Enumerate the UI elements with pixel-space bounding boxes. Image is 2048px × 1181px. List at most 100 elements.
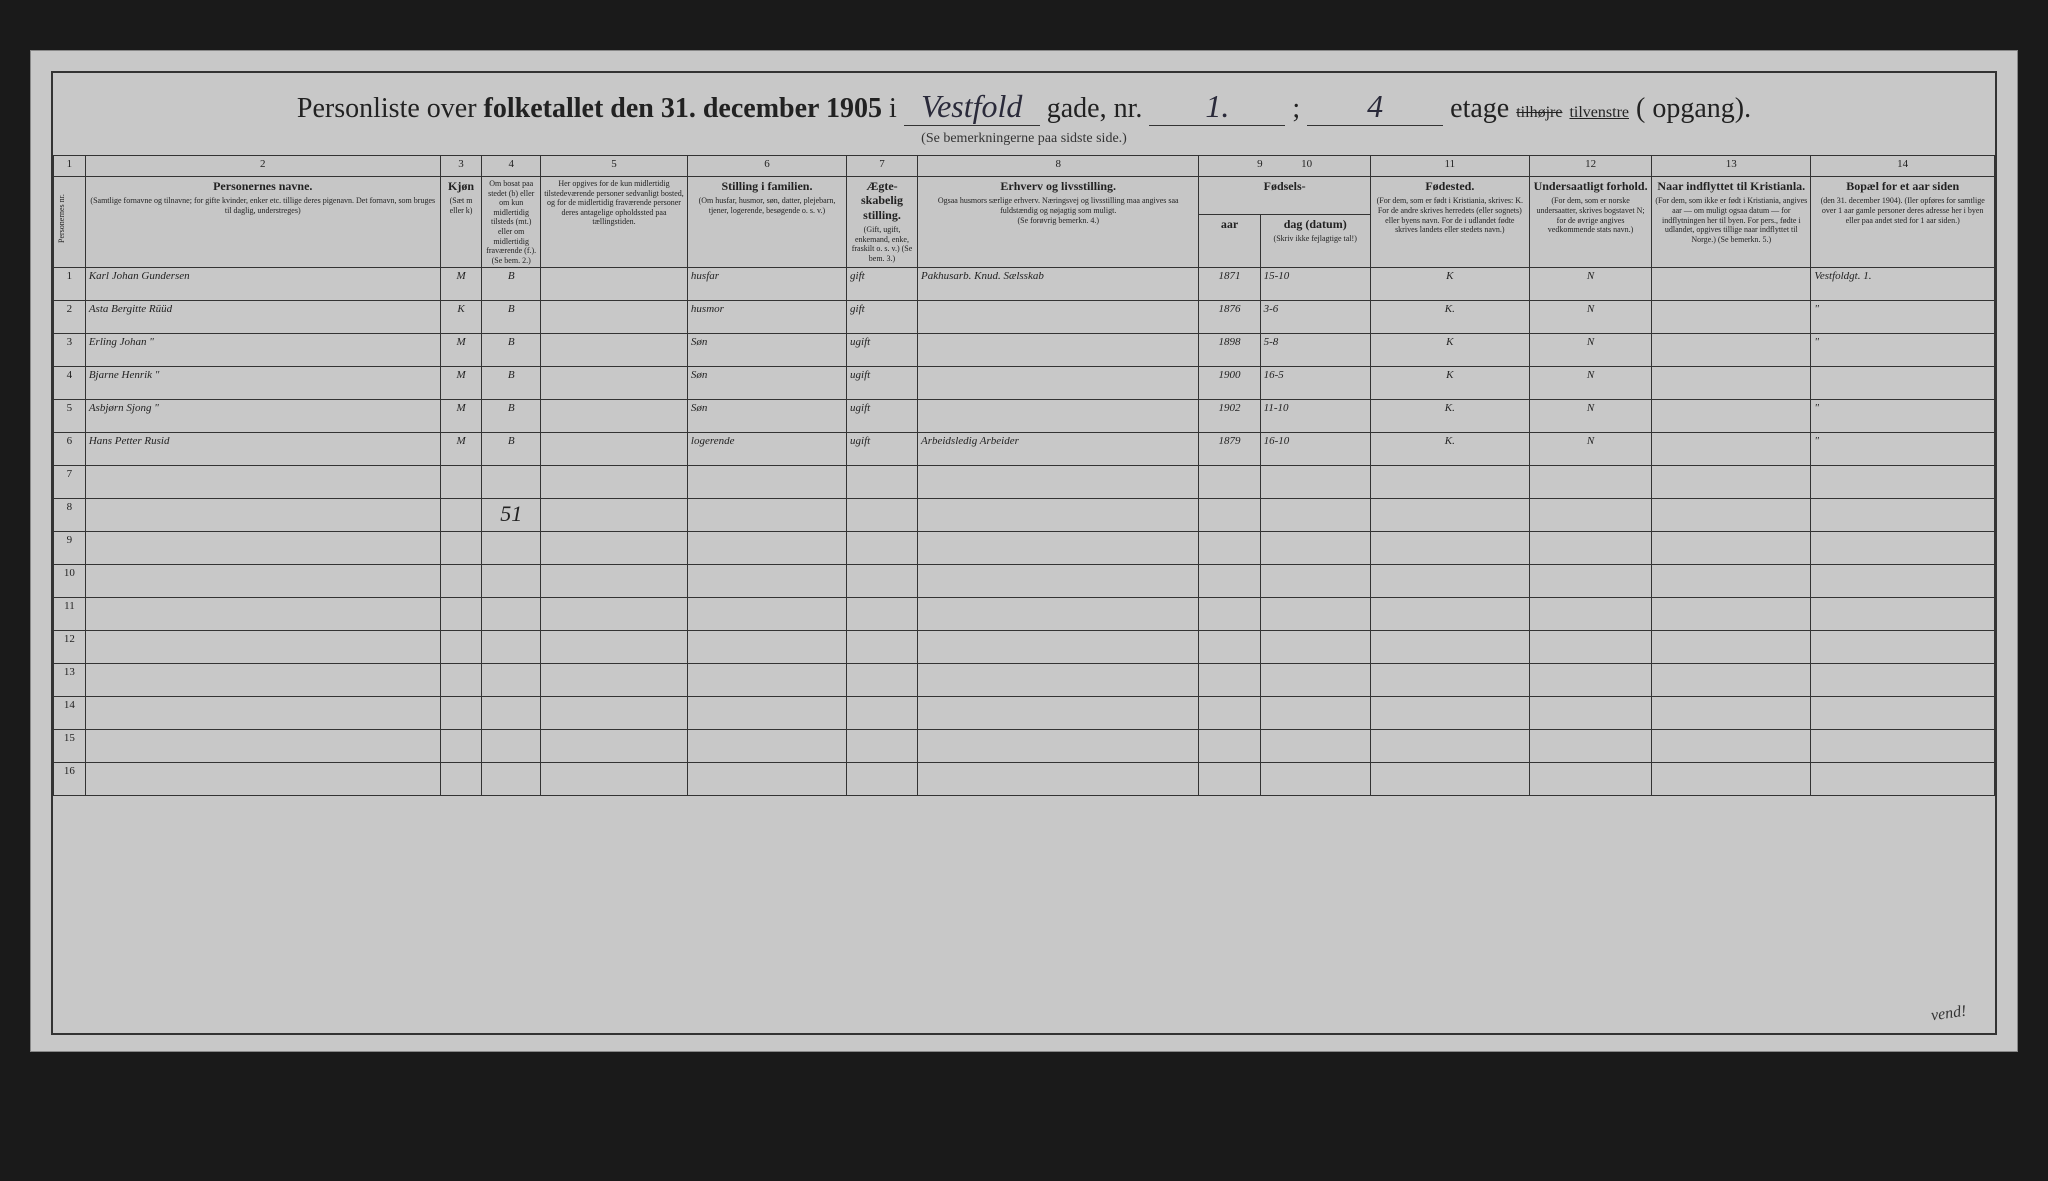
cell [1260, 532, 1370, 565]
cell-note [482, 598, 541, 631]
cell [1811, 532, 1995, 565]
cell [687, 598, 846, 631]
cell [85, 499, 440, 532]
cell-note [482, 763, 541, 796]
cell-sex: M [440, 400, 482, 433]
struck-side: tilhøjre [1516, 104, 1562, 121]
row-number: 6 [54, 433, 86, 466]
colnum: 3 [440, 156, 482, 177]
cell-addr: " [1811, 433, 1995, 466]
title-bold: folketallet den 31. december 1905 [484, 93, 882, 124]
table-row: 6Hans Petter RusidMBlogerendeugiftArbeid… [54, 433, 1995, 466]
cell-sex: M [440, 268, 482, 301]
colnum: 14 [1811, 156, 1995, 177]
row-number: 3 [54, 334, 86, 367]
cell-occ: Arbeidsledig Arbeider [917, 433, 1198, 466]
cell [687, 664, 846, 697]
row-number: 2 [54, 301, 86, 334]
cell-sex: M [440, 367, 482, 400]
cell-year: 1902 [1199, 400, 1260, 433]
cell-sex: K [440, 301, 482, 334]
cell-birthplace: K [1370, 367, 1529, 400]
cell [1811, 664, 1995, 697]
cell [1652, 466, 1811, 499]
cell-day: 16-5 [1260, 367, 1370, 400]
cell [85, 565, 440, 598]
colnum: 5 [541, 156, 688, 177]
table-row-blank: 13 [54, 664, 1995, 697]
cell [687, 499, 846, 532]
cell-note [482, 697, 541, 730]
cell-fam: Søn [687, 334, 846, 367]
table-row-blank: 7 [54, 466, 1995, 499]
cell [1199, 598, 1260, 631]
table-row-blank: 10 [54, 565, 1995, 598]
cell-away [541, 301, 688, 334]
cell-note [482, 466, 541, 499]
cell [1260, 466, 1370, 499]
cell-year: 1871 [1199, 268, 1260, 301]
cell [917, 565, 1198, 598]
cell-birthplace: K [1370, 334, 1529, 367]
cell [1370, 499, 1529, 532]
cell [440, 499, 482, 532]
row-number: 5 [54, 400, 86, 433]
cell [1260, 598, 1370, 631]
cell-away [541, 433, 688, 466]
cell [1811, 697, 1995, 730]
cell [541, 763, 688, 796]
cell [1199, 730, 1260, 763]
cell [1199, 697, 1260, 730]
cell [1652, 697, 1811, 730]
colnum: 6 [687, 156, 846, 177]
cell-birthplace: K. [1370, 301, 1529, 334]
col-h12: Undersaatligt forhold.(For dem, som er n… [1529, 177, 1651, 268]
document-page: Personliste over folketallet den 31. dec… [30, 50, 2018, 1052]
cell-name: Bjarne Henrik " [85, 367, 440, 400]
cell [1199, 499, 1260, 532]
etage-nr: 4 [1307, 88, 1443, 126]
row-number: 16 [54, 763, 86, 796]
cell-nat: N [1529, 301, 1651, 334]
cell [847, 598, 918, 631]
cell-occ [917, 334, 1198, 367]
cell [1199, 532, 1260, 565]
cell [1529, 499, 1651, 532]
cell-day: 11-10 [1260, 400, 1370, 433]
cell [1370, 598, 1529, 631]
row-number: 11 [54, 598, 86, 631]
cell [1529, 664, 1651, 697]
cell [1529, 697, 1651, 730]
cell-nat: N [1529, 268, 1651, 301]
col-h2: Personernes navne.(Samtlige fornavne og … [85, 177, 440, 268]
sub-header: (Se bemerkningerne paa sidste side.) [53, 131, 1995, 155]
cell [1370, 697, 1529, 730]
cell [1529, 598, 1651, 631]
cell-res: B [482, 400, 541, 433]
cell [1370, 466, 1529, 499]
street-name: Vestfold [904, 88, 1040, 126]
col-header-row: Personernes nr. Personernes navne.(Samtl… [54, 177, 1995, 215]
cell-away [541, 334, 688, 367]
cell [917, 763, 1198, 796]
cell-away [541, 268, 688, 301]
cell-nat: N [1529, 400, 1651, 433]
cell [917, 730, 1198, 763]
cell [541, 466, 688, 499]
col-number-row: 1 2 3 4 5 6 7 8 9 10 11 12 13 14 [54, 156, 1995, 177]
cell [1529, 730, 1651, 763]
cell-addr: " [1811, 301, 1995, 334]
tilvenstre: tilvenstre [1569, 104, 1629, 121]
cell [1260, 565, 1370, 598]
table-row-blank: 16 [54, 763, 1995, 796]
cell [541, 532, 688, 565]
cell [847, 763, 918, 796]
cell-mar: ugift [847, 400, 918, 433]
cell [1811, 499, 1995, 532]
cell-res: B [482, 268, 541, 301]
cell [1652, 730, 1811, 763]
cell [541, 730, 688, 763]
cell [1199, 466, 1260, 499]
table-row: 5Asbjørn Sjong "MBSønugift190211-10K.N" [54, 400, 1995, 433]
cell [541, 598, 688, 631]
